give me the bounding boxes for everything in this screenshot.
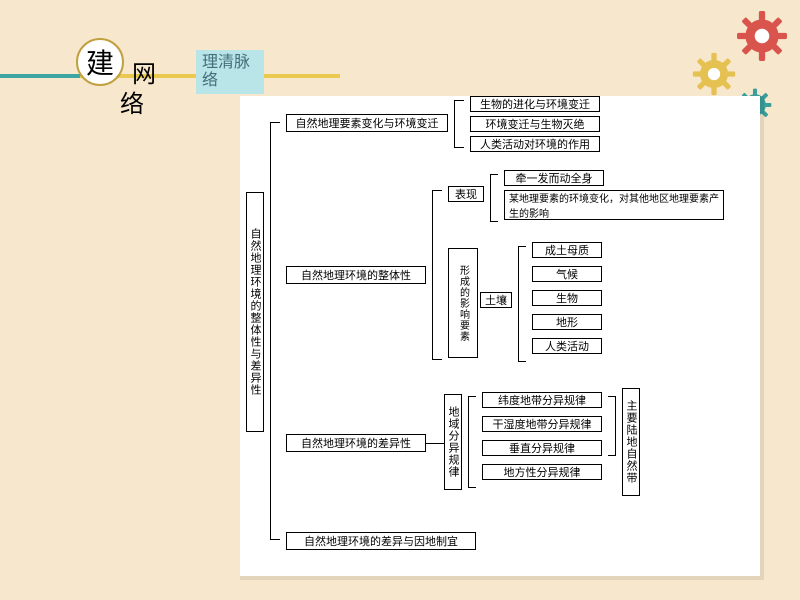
header-pill-text: 理清脉络 — [202, 54, 250, 89]
b3-leaf-0: 纬度地带分异规律 — [482, 392, 602, 408]
b3-right-vlabel: 主要陆地自然带 — [622, 388, 640, 496]
branch-4: 自然地理环境的差异与因地制宜 — [286, 532, 476, 550]
branch-3: 自然地理环境的差异性 — [286, 434, 426, 452]
b2-bx-leaf-0: 牵一发而动全身 — [504, 170, 604, 186]
root-bracket — [270, 122, 280, 540]
b2-turang-v: 形成的影响要素 — [448, 248, 478, 358]
header-net-char-2: 络 — [120, 84, 144, 119]
root-node: 自然地理环境的整体性与差异性 — [246, 192, 264, 432]
gear-red-icon — [736, 10, 788, 62]
b2-tr-leaf-0: 成土母质 — [532, 242, 602, 258]
b2-tr-leaf-1: 气候 — [532, 266, 602, 282]
b3-rbracket — [608, 396, 616, 456]
branch-1: 自然地理要素变化与环境变迁 — [286, 114, 448, 132]
b2-turang-tail: 土壤 — [480, 292, 512, 308]
b2-tr-leaf-4: 人类活动 — [532, 338, 602, 354]
page: 建 网 络 理清脉络 自然地理环境的整体性与差异性 自然地理要素变化与环境变迁 … — [0, 0, 800, 600]
diagram-area: 自然地理环境的整体性与差异性 自然地理要素变化与环境变迁 生物的进化与环境变迁 … — [240, 96, 760, 576]
b3-leaf-3: 地方性分异规律 — [482, 464, 602, 480]
b2-biaoxian-bracket — [490, 174, 498, 222]
rule-teal — [0, 74, 80, 78]
b2-biaoxian: 表现 — [448, 186, 484, 202]
b1-bracket — [454, 100, 464, 148]
hierarchy-diagram: 自然地理环境的整体性与差异性 自然地理要素变化与环境变迁 生物的进化与环境变迁 … — [240, 96, 756, 572]
header-pill: 理清脉络 — [196, 50, 264, 94]
b2-bx-leaf-1: 某地理要素的环境变化，对其他地区地理要素产生的影响 — [504, 190, 724, 220]
b1-leaf-0: 生物的进化与环境变迁 — [470, 96, 600, 112]
b1-leaf-2: 人类活动对环境的作用 — [470, 136, 600, 152]
b1-leaf-1: 环境变迁与生物灭绝 — [470, 116, 600, 132]
b2-tr-leaf-2: 生物 — [532, 290, 602, 306]
b3-vlabel: 地域分异规律 — [444, 394, 462, 490]
header-circle: 建 — [76, 38, 124, 86]
b3-leaf-1: 干湿度地带分异规律 — [482, 416, 602, 432]
b2-turang-bracket — [518, 246, 526, 362]
b2-tr-leaf-3: 地形 — [532, 314, 602, 330]
b3-conn — [426, 443, 444, 444]
b2-bracket — [432, 190, 442, 360]
branch-2: 自然地理环境的整体性 — [286, 266, 426, 284]
b3-bracket — [468, 396, 476, 488]
header-circle-char: 建 — [86, 42, 114, 82]
gear-yellow-icon — [692, 52, 736, 96]
header-rule — [0, 74, 340, 78]
b3-leaf-2: 垂直分异规律 — [482, 440, 602, 456]
